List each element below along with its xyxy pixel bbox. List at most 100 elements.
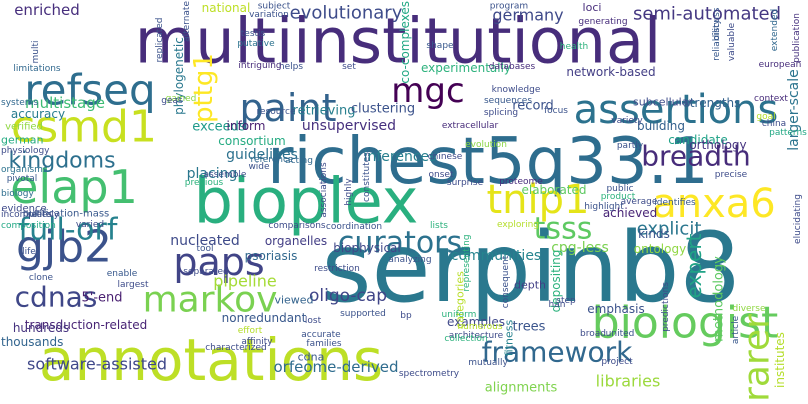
- word-16: curators: [338, 226, 462, 261]
- word-125: databases: [489, 62, 536, 72]
- word-27: evolutionary: [290, 3, 403, 24]
- word-46: retrieving: [293, 104, 356, 119]
- word-183: uniform: [442, 310, 477, 320]
- word-152: exploring: [497, 220, 539, 230]
- word-84: depth: [514, 279, 546, 292]
- word-177: families: [306, 339, 341, 349]
- word-139: assemble: [204, 170, 247, 180]
- word-151: elucidating: [793, 194, 803, 244]
- word-35: unsupervised: [302, 118, 396, 134]
- word-17: full-orf: [19, 213, 119, 248]
- word-164: diverse: [732, 304, 765, 314]
- word-75: viewed: [274, 294, 313, 307]
- word-156: restriction: [314, 264, 360, 274]
- word-117: helps: [279, 62, 303, 72]
- word-109: reliability: [712, 19, 722, 61]
- word-178: characterized: [205, 343, 267, 353]
- word-191: project: [601, 357, 633, 367]
- word-23: kingdoms: [8, 149, 115, 174]
- word-116: valuable: [727, 22, 737, 61]
- word-30: oligo-cap: [309, 286, 387, 306]
- word-126: knowledge: [492, 85, 541, 95]
- word-189: spectrometry: [399, 369, 460, 379]
- word-192: geas: [161, 96, 183, 106]
- word-87: loci: [583, 1, 602, 14]
- word-9: csmd1: [11, 102, 157, 153]
- word-21: breadth: [641, 140, 751, 173]
- word-95: physiology: [1, 146, 50, 156]
- word-6: paint: [240, 86, 337, 130]
- word-65: accuracy: [11, 107, 65, 121]
- word-24: pttg1: [189, 53, 219, 123]
- word-37: guidelines: [226, 147, 298, 163]
- word-159: consequent: [501, 255, 511, 308]
- word-112: subject: [258, 1, 291, 11]
- word-0: multiinstitutional: [135, 5, 661, 78]
- word-99: composition: [1, 221, 56, 231]
- word-113: program: [490, 1, 528, 11]
- word-184: broad: [580, 329, 606, 339]
- word-15: markov: [143, 280, 278, 321]
- word-136: chinese: [428, 152, 463, 162]
- word-71: psoriasis: [245, 249, 298, 263]
- word-57: network-based: [566, 65, 655, 79]
- word-63: methodology: [712, 256, 727, 342]
- word-174: life: [22, 247, 36, 257]
- word-34: germany: [492, 6, 563, 25]
- word-78: elaborated: [521, 183, 586, 197]
- word-69: depositing: [549, 250, 563, 313]
- word-22: tsss: [534, 212, 593, 247]
- word-18: biologist: [592, 298, 779, 349]
- word-140: previous: [185, 178, 224, 188]
- word-40: nucleated: [170, 233, 240, 249]
- word-168: varied: [76, 220, 104, 230]
- word-41: software-assisted: [27, 355, 167, 374]
- word-130: variety: [611, 116, 643, 126]
- word-8: mgc: [391, 71, 464, 111]
- word-165: article: [731, 315, 741, 344]
- word-107: extended: [770, 9, 780, 51]
- word-58: consortium: [218, 134, 285, 148]
- word-86: categories: [454, 271, 467, 329]
- word-59: achieved: [603, 206, 657, 220]
- word-77: cdna: [298, 351, 325, 364]
- word-128: sequences: [484, 96, 532, 106]
- word-104: patterns: [769, 128, 807, 138]
- word-93: limitations: [13, 64, 61, 74]
- word-39: communities: [451, 248, 541, 264]
- word-42: orfeome-derived: [274, 358, 399, 376]
- word-81: co-complexes: [398, 1, 412, 84]
- word-181: supported: [340, 309, 386, 319]
- word-157: analyzing: [388, 255, 431, 265]
- word-142: highly: [344, 178, 354, 206]
- word-89: verified: [5, 122, 43, 133]
- word-48: exceeds: [192, 120, 246, 135]
- word-44: cpg-less: [551, 240, 609, 256]
- word-120: putative: [237, 39, 275, 49]
- word-182: bp: [400, 311, 412, 321]
- word-110: generating: [578, 17, 627, 27]
- word-186: architecture: [449, 331, 504, 341]
- word-90: evidence: [1, 204, 46, 215]
- word-148: product: [601, 192, 636, 202]
- word-83: institutes: [773, 332, 787, 388]
- word-79: german: [1, 134, 44, 147]
- word-80: phylogenetic: [172, 37, 186, 115]
- word-143: constitutes: [362, 152, 372, 202]
- word-170: separated: [183, 267, 228, 277]
- word-149: average: [621, 197, 658, 207]
- word-52: record: [512, 99, 554, 114]
- word-66: organelles: [265, 234, 327, 248]
- word-36: multistage: [25, 94, 105, 112]
- word-4: bioplex: [194, 165, 419, 238]
- word-169: tool: [196, 244, 213, 254]
- word-161: highlight: [584, 202, 624, 212]
- word-13: gjb2: [16, 222, 112, 273]
- word-171: clone: [29, 273, 54, 283]
- word-85: fitness: [503, 320, 516, 357]
- word-137: reference: [251, 155, 294, 165]
- word-133: evolution: [465, 140, 507, 150]
- word-131: focus: [544, 106, 568, 116]
